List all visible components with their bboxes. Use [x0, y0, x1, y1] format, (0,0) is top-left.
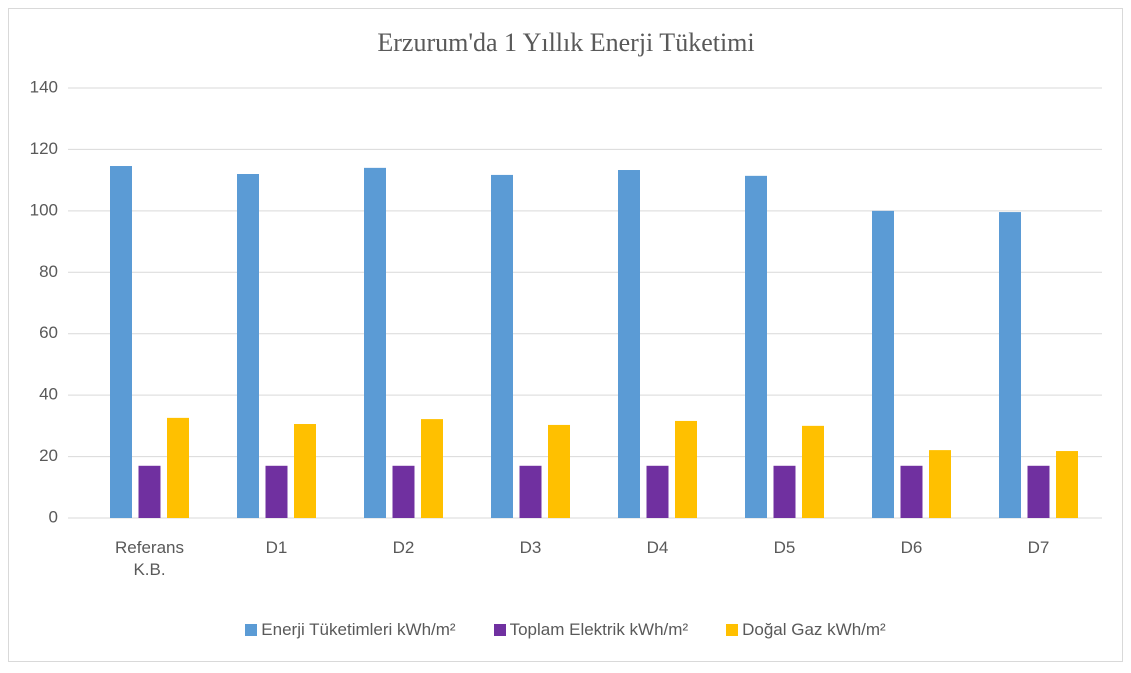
bar	[745, 175, 767, 519]
x-tick-label: D2	[392, 538, 415, 557]
legend-swatch	[726, 624, 739, 636]
legend-swatch	[493, 624, 506, 636]
x-tick-label: D5	[773, 538, 796, 557]
x-tick-label: D3	[519, 538, 542, 557]
bar	[675, 420, 697, 518]
bar	[929, 450, 951, 518]
legend-label: Enerji Tüketimleri kWh/m²	[261, 620, 456, 639]
bar	[802, 425, 824, 518]
bar	[618, 170, 640, 518]
legend-item: Doğal Gaz kWh/m²	[726, 620, 886, 640]
bar	[167, 417, 189, 518]
bar	[138, 465, 161, 518]
y-tick-label: 0	[49, 507, 58, 526]
bar	[392, 465, 415, 518]
chart-title: Erzurum'da 1 Yıllık Enerji Tüketimi	[377, 28, 754, 57]
y-tick-label: 120	[30, 139, 58, 158]
bar	[421, 419, 443, 518]
legend-swatch	[245, 624, 258, 636]
bar	[872, 210, 894, 518]
y-tick-label: 100	[30, 200, 58, 219]
bar	[364, 167, 386, 518]
bar	[237, 174, 259, 518]
x-tick-label: D7	[1027, 538, 1050, 557]
x-tick-label: D6	[900, 538, 923, 557]
bar	[999, 212, 1021, 519]
bar	[491, 174, 513, 518]
bar	[1027, 465, 1050, 518]
bar	[646, 465, 669, 518]
bar	[110, 166, 132, 518]
bar	[900, 465, 923, 518]
y-tick-label: 80	[39, 262, 58, 281]
bar	[773, 465, 796, 518]
legend-item: Enerji Tüketimleri kWh/m²	[245, 620, 456, 640]
x-tick-label: D1	[265, 538, 288, 557]
bar	[1056, 451, 1078, 518]
x-tick-label: D4	[646, 538, 669, 557]
bar	[294, 424, 316, 518]
y-tick-label: 20	[39, 446, 58, 465]
bar	[265, 465, 288, 518]
y-tick-label: 40	[39, 385, 58, 404]
legend-label: Doğal Gaz kWh/m²	[742, 620, 886, 639]
chart-border	[8, 8, 1123, 662]
y-tick-label: 60	[39, 323, 58, 342]
x-tick-label: Referans K.B.	[115, 538, 184, 579]
legend: Enerji Tüketimleri kWh/m² Toplam Elektrik…	[0, 620, 1131, 640]
bar	[519, 465, 542, 518]
bar	[548, 424, 570, 518]
legend-item: Toplam Elektrik kWh/m²	[493, 620, 689, 640]
legend-label: Toplam Elektrik kWh/m²	[509, 620, 689, 639]
y-tick-label: 140	[30, 77, 58, 96]
